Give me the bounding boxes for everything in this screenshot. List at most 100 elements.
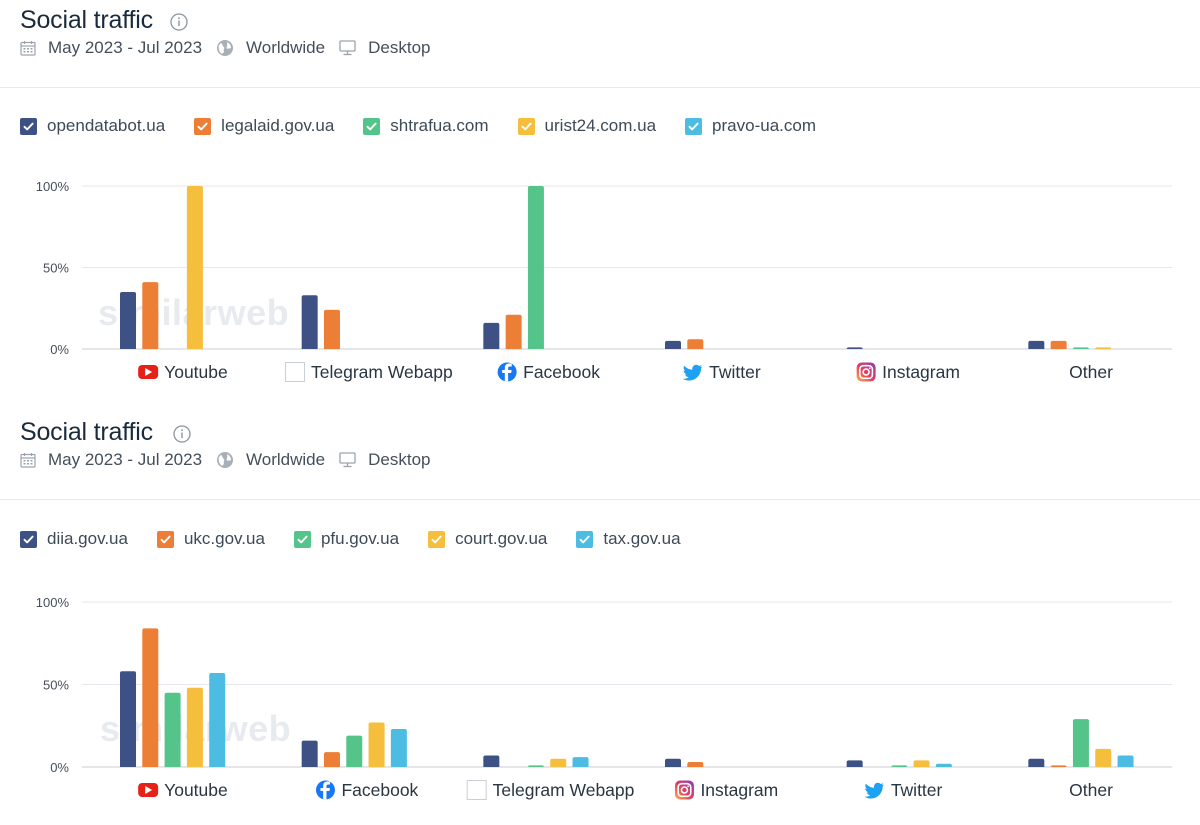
bar-ukc-gov-ua-instagram[interactable] [687, 762, 704, 767]
legend-item-diia-gov-ua[interactable]: diia.gov.ua [20, 529, 128, 549]
bar-diia-gov-ua-facebook[interactable] [301, 740, 318, 767]
calendar-icon [20, 41, 36, 56]
bar-tax-gov-ua-youtube[interactable] [209, 672, 226, 767]
x-tick-label: Youtube [164, 362, 228, 382]
social-traffic-chart: 0% 50% 100% Youtube Facebook Telegram Webapp I… [36, 595, 1172, 800]
bar-legalaid-gov-ua-twitter[interactable] [687, 339, 704, 349]
x-category-facebook: Facebook [315, 780, 419, 800]
x-tick-label: Telegram Webapp [311, 362, 453, 382]
facebook-icon [497, 362, 517, 382]
date-range-filter[interactable]: May 2023 - Jul 2023 [20, 38, 202, 58]
info-icon[interactable] [173, 425, 191, 443]
x-tick-label: Facebook [523, 362, 600, 382]
bar-opendatabot-ua-facebook[interactable] [483, 322, 500, 349]
legend-checkbox[interactable] [517, 117, 535, 135]
header-divider [0, 87, 1200, 88]
bar-opendatabot-ua-youtube[interactable] [120, 291, 136, 349]
legend-checkbox[interactable] [20, 530, 37, 548]
bar-ukc-gov-ua-other[interactable] [1050, 765, 1067, 768]
legend-label: opendatabot.ua [47, 116, 166, 135]
y-tick-label: 50% [43, 261, 69, 276]
legend-item-court-gov-ua[interactable]: court.gov.ua [428, 529, 547, 549]
twitter-icon [682, 364, 703, 381]
bar-tax-gov-ua-twitter[interactable] [935, 763, 952, 767]
legend-item-opendatabot-ua[interactable]: opendatabot.ua [20, 116, 165, 136]
twitter-icon [864, 782, 884, 799]
bar-diia-gov-ua-youtube[interactable] [120, 671, 136, 767]
device-filter[interactable]: Desktop [339, 38, 430, 58]
bar-tax-gov-ua-facebook[interactable] [390, 729, 407, 767]
bar-shtrafua-com-facebook[interactable] [527, 186, 544, 349]
x-category-instagram: Instagram [674, 780, 778, 800]
checkmark-icon [23, 535, 34, 543]
legend-item-urist24-com-ua[interactable]: urist24.com.ua [517, 116, 656, 136]
legend-checkbox[interactable] [293, 530, 311, 548]
bar-diia-gov-ua-other[interactable] [1028, 758, 1045, 767]
device-filter[interactable]: Desktop [339, 450, 430, 470]
bar-ukc-gov-ua-youtube[interactable] [142, 628, 159, 767]
bar-pfu-gov-ua-telegram-webapp[interactable] [527, 765, 544, 768]
legend-item-shtrafua-com[interactable]: shtrafua.com [363, 116, 489, 136]
x-tick-label: Instagram [700, 780, 778, 800]
legend-label: shtrafua.com [390, 116, 489, 135]
info-icon[interactable] [170, 13, 188, 31]
checkmark-icon [297, 535, 308, 543]
bar-legalaid-gov-ua-facebook[interactable] [505, 314, 522, 349]
legend-item-pravo-ua-com[interactable]: pravo-ua.com [685, 116, 816, 136]
legend-checkbox[interactable] [156, 530, 174, 548]
bar-tax-gov-ua-telegram-webapp[interactable] [572, 757, 589, 767]
date-range-filter[interactable]: May 2023 - Jul 2023 [20, 450, 202, 470]
bar-diia-gov-ua-twitter[interactable] [846, 760, 863, 767]
bar-diia-gov-ua-instagram[interactable] [665, 758, 681, 767]
bar-opendatabot-ua-instagram[interactable] [846, 347, 863, 350]
bar-court-gov-ua-other[interactable] [1095, 748, 1112, 767]
legend-item-legalaid-gov-ua[interactable]: legalaid.gov.ua [194, 116, 334, 136]
legend-item-ukc-gov-ua[interactable]: ukc.gov.ua [156, 529, 265, 549]
panel-title: Social traffic [20, 6, 153, 34]
x-tick-label: Instagram [882, 362, 960, 382]
region-filter[interactable]: Worldwide [216, 450, 325, 470]
x-tick-label: Other [1069, 362, 1113, 382]
bar-urist24-com-ua-youtube[interactable] [186, 186, 203, 349]
y-tick-label: 100% [36, 179, 70, 194]
legend-checkbox[interactable] [685, 117, 703, 135]
legend-checkbox[interactable] [20, 117, 37, 135]
bar-pfu-gov-ua-youtube[interactable] [164, 692, 181, 767]
bar-diia-gov-ua-telegram-webapp[interactable] [483, 755, 500, 767]
bar-opendatabot-ua-other[interactable] [1028, 340, 1045, 349]
bar-legalaid-gov-ua-telegram-webapp[interactable] [323, 309, 340, 349]
legend-item-tax-gov-ua[interactable]: tax.gov.ua [576, 529, 681, 549]
legend-item-pfu-gov-ua[interactable]: pfu.gov.ua [293, 529, 400, 549]
bar-shtrafua-com-other[interactable] [1072, 347, 1089, 350]
legend-checkbox[interactable] [194, 117, 212, 135]
telegram-webapp-icon [285, 362, 306, 382]
bar-pfu-gov-ua-other[interactable] [1072, 719, 1089, 767]
bar-opendatabot-ua-twitter[interactable] [665, 340, 681, 349]
bar-pfu-gov-ua-facebook[interactable] [346, 735, 363, 767]
legend-label: pfu.gov.ua [320, 529, 400, 548]
bar-pfu-gov-ua-twitter[interactable] [891, 765, 908, 768]
bar-court-gov-ua-twitter[interactable] [913, 760, 930, 767]
social-traffic-panel-2: Social traffic May 2023 - Jul 2023 World… [0, 412, 1200, 825]
bar-court-gov-ua-telegram-webapp[interactable] [550, 758, 567, 767]
youtube-icon [138, 365, 159, 379]
panel-title: Social traffic [20, 418, 153, 446]
x-tick-label: Facebook [341, 780, 418, 800]
bar-court-gov-ua-youtube[interactable] [186, 687, 203, 767]
bar-ukc-gov-ua-facebook[interactable] [323, 752, 340, 767]
bar-opendatabot-ua-telegram-webapp[interactable] [301, 295, 318, 349]
x-tick-label: Youtube [164, 780, 228, 800]
legend-checkbox[interactable] [363, 117, 381, 135]
legend-checkbox[interactable] [576, 530, 594, 548]
bar-legalaid-gov-ua-youtube[interactable] [142, 282, 159, 349]
filter-row: May 2023 - Jul 2023 Worldwide Desktop [20, 38, 444, 58]
legend-checkbox[interactable] [428, 530, 446, 548]
bar-legalaid-gov-ua-other[interactable] [1050, 340, 1067, 349]
bar-tax-gov-ua-other[interactable] [1117, 755, 1134, 767]
x-tick-label: Other [1069, 780, 1113, 800]
x-tick-label: Twitter [891, 780, 943, 800]
legend-label: court.gov.ua [455, 529, 548, 548]
bar-urist24-com-ua-other[interactable] [1095, 347, 1112, 350]
region-filter[interactable]: Worldwide [216, 38, 325, 58]
bar-court-gov-ua-facebook[interactable] [368, 722, 385, 767]
